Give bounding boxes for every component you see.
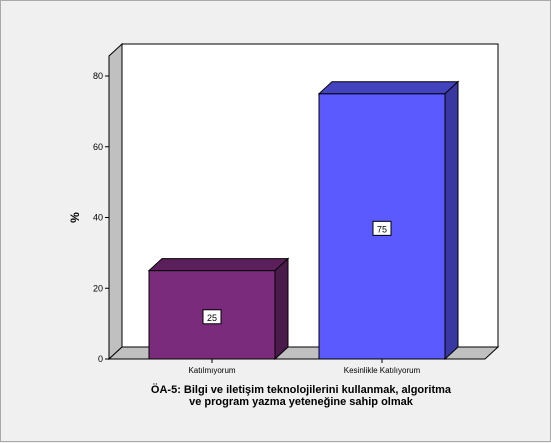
bar-top <box>317 81 460 95</box>
x-tick-label: Kesinlikle Katılıyorum <box>344 366 421 375</box>
chart-title-line: ve program yazma yeteneğine sahip olmak <box>189 396 414 408</box>
chart-title-line: ÖA-5: Bilgi ve iletişim teknolojilerini … <box>151 383 452 396</box>
bar-top <box>147 258 290 272</box>
x-tick-label: Katılmıyorum <box>188 366 235 375</box>
y-tick-label: 40 <box>93 213 103 223</box>
bar-side <box>274 257 289 361</box>
y-tick-label: 60 <box>93 142 103 152</box>
bar-side <box>444 80 459 361</box>
y-tick-label: 80 <box>93 71 103 81</box>
y-axis-title: % <box>68 212 82 223</box>
data-label: 75 <box>377 224 387 234</box>
side-wall <box>108 42 123 361</box>
data-label-box <box>202 309 222 325</box>
y-tick-label: 0 <box>98 354 103 364</box>
data-label: 25 <box>207 313 217 323</box>
data-label-box <box>372 220 392 236</box>
y-tick-label: 20 <box>93 283 103 293</box>
